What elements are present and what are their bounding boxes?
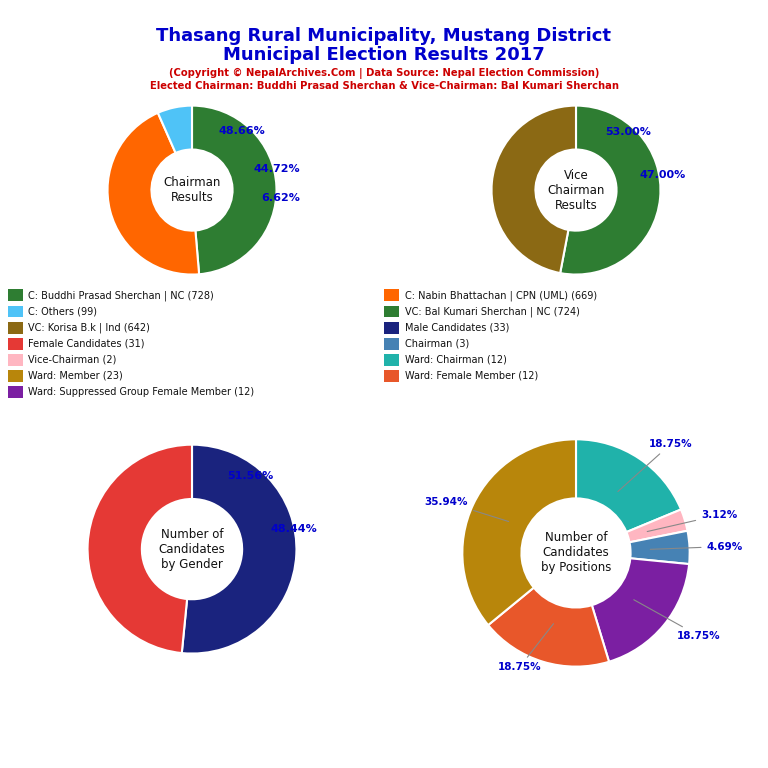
Text: Number of
Candidates
by Positions: Number of Candidates by Positions — [541, 531, 611, 574]
Text: 18.75%: 18.75% — [617, 439, 692, 492]
Text: VC: Korisa B.k | Ind (642): VC: Korisa B.k | Ind (642) — [28, 323, 151, 333]
Text: Male Candidates (33): Male Candidates (33) — [405, 323, 509, 333]
Text: Thasang Rural Municipality, Mustang District: Thasang Rural Municipality, Mustang Dist… — [157, 27, 611, 45]
Wedge shape — [192, 106, 276, 274]
Text: Elected Chairman: Buddhi Prasad Sherchan & Vice-Chairman: Bal Kumari Sherchan: Elected Chairman: Buddhi Prasad Sherchan… — [150, 81, 618, 91]
Wedge shape — [108, 113, 199, 274]
Text: Vice
Chairman
Results: Vice Chairman Results — [548, 169, 604, 211]
Text: 4.69%: 4.69% — [650, 541, 743, 551]
Text: 47.00%: 47.00% — [639, 170, 686, 180]
Text: Chairman
Results: Chairman Results — [164, 176, 220, 204]
Text: Ward: Member (23): Ward: Member (23) — [28, 371, 123, 381]
Text: 44.72%: 44.72% — [253, 164, 300, 174]
Bar — [8, 306, 23, 317]
Bar — [384, 306, 399, 317]
Text: VC: Bal Kumari Sherchan | NC (724): VC: Bal Kumari Sherchan | NC (724) — [405, 306, 580, 316]
Text: Chairman (3): Chairman (3) — [405, 339, 469, 349]
Text: Female Candidates (31): Female Candidates (31) — [28, 339, 145, 349]
Text: Number of
Candidates
by Gender: Number of Candidates by Gender — [159, 528, 225, 571]
Text: Ward: Female Member (12): Ward: Female Member (12) — [405, 371, 538, 381]
Text: C: Others (99): C: Others (99) — [28, 306, 98, 316]
Text: 51.56%: 51.56% — [227, 471, 273, 481]
Wedge shape — [630, 531, 690, 564]
Bar — [384, 322, 399, 333]
Text: C: Nabin Bhattachan | CPN (UML) (669): C: Nabin Bhattachan | CPN (UML) (669) — [405, 290, 597, 300]
Text: 35.94%: 35.94% — [425, 497, 508, 521]
Bar — [384, 354, 399, 366]
Bar — [384, 338, 399, 349]
Wedge shape — [576, 439, 681, 532]
Text: Ward: Suppressed Group Female Member (12): Ward: Suppressed Group Female Member (12… — [28, 387, 254, 397]
Bar — [8, 290, 23, 301]
Text: 6.62%: 6.62% — [261, 193, 300, 204]
Text: Vice-Chairman (2): Vice-Chairman (2) — [28, 355, 117, 365]
Bar — [8, 386, 23, 398]
Text: 3.12%: 3.12% — [647, 510, 737, 531]
Bar — [8, 370, 23, 382]
Bar — [8, 354, 23, 366]
Bar — [384, 370, 399, 382]
Bar — [8, 338, 23, 349]
Bar — [8, 322, 23, 333]
Text: (Copyright © NepalArchives.Com | Data Source: Nepal Election Commission): (Copyright © NepalArchives.Com | Data So… — [169, 68, 599, 78]
Text: C: Buddhi Prasad Sherchan | NC (728): C: Buddhi Prasad Sherchan | NC (728) — [28, 290, 214, 300]
Wedge shape — [492, 106, 576, 273]
Text: 48.66%: 48.66% — [219, 126, 266, 136]
Text: Ward: Chairman (12): Ward: Chairman (12) — [405, 355, 507, 365]
Text: 18.75%: 18.75% — [634, 600, 720, 641]
Wedge shape — [158, 106, 192, 153]
Wedge shape — [627, 509, 687, 542]
Wedge shape — [182, 445, 296, 654]
Wedge shape — [462, 439, 576, 625]
Text: Municipal Election Results 2017: Municipal Election Results 2017 — [223, 46, 545, 64]
Text: 18.75%: 18.75% — [498, 624, 554, 672]
Text: 53.00%: 53.00% — [605, 127, 651, 137]
Wedge shape — [88, 445, 192, 653]
Wedge shape — [560, 106, 660, 274]
Text: 48.44%: 48.44% — [271, 524, 318, 534]
Wedge shape — [488, 588, 609, 667]
Wedge shape — [592, 558, 689, 662]
Bar — [384, 290, 399, 301]
